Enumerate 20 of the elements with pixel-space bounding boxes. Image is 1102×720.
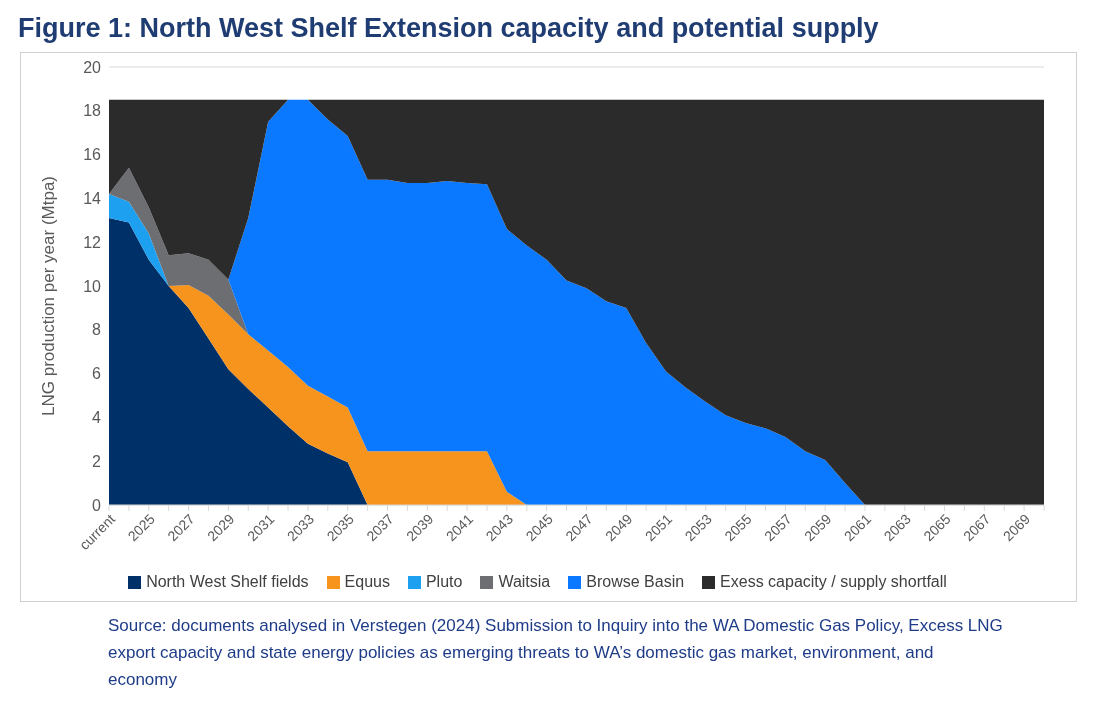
legend-label: Waitsia: [498, 573, 551, 591]
y-tick-label: 2: [92, 452, 102, 470]
y-tick-label: 6: [92, 365, 102, 383]
legend-label: Equus: [344, 573, 390, 591]
legend-label: Pluto: [425, 573, 463, 591]
y-tick-label: 16: [83, 146, 102, 164]
y-tick-label: 20: [83, 58, 102, 76]
legend-label: North West Shelf fields: [146, 573, 309, 591]
y-tick-label: 18: [83, 102, 102, 120]
y-tick-label: 0: [92, 496, 102, 514]
legend-label: Exess capacity / supply shortfall: [720, 573, 947, 591]
source-note: Source: documents analysed in Verstegen (2024) Submission to Inquiry into the WA Domestic Gas Policy, Excess LNG export capacity and state energy policies as emerging threats to WA’s domestic gas market, environment, and economy: [108, 615, 1004, 691]
y-tick-label: 14: [83, 190, 102, 208]
chart-title: Figure 1: North West Shelf Extension capacity and potential supply: [18, 12, 880, 45]
y-tick-label: 12: [83, 233, 102, 251]
legend-label: Browse Basin: [586, 573, 685, 591]
y-tick-label: 8: [92, 321, 102, 339]
y-tick-label: 4: [92, 409, 102, 427]
y-tick-label: 10: [83, 277, 102, 295]
y-axis-title: LNG production per year (Mtpa): [39, 176, 59, 416]
